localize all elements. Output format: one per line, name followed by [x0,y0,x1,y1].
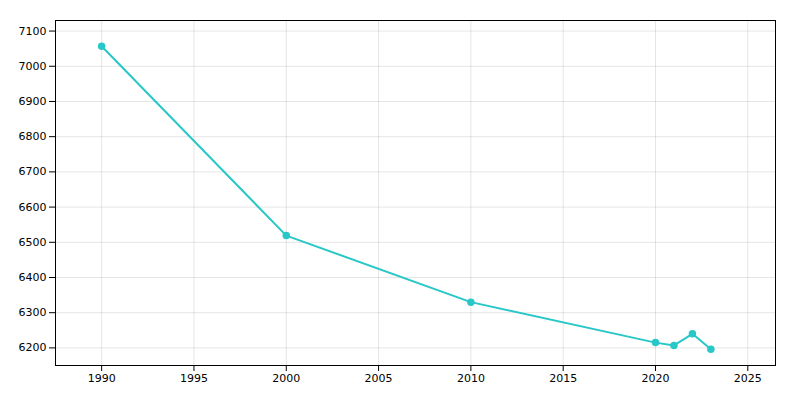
svg-text:6900: 6900 [19,95,47,108]
svg-text:2025: 2025 [734,372,762,385]
svg-text:7100: 7100 [19,25,47,38]
svg-text:6400: 6400 [19,271,47,284]
svg-text:1995: 1995 [180,372,208,385]
svg-text:6500: 6500 [19,236,47,249]
svg-text:2000: 2000 [272,372,300,385]
svg-text:2010: 2010 [457,372,485,385]
svg-text:6600: 6600 [19,201,47,214]
svg-text:2015: 2015 [549,372,577,385]
svg-text:1990: 1990 [88,372,116,385]
svg-text:7000: 7000 [19,60,47,73]
svg-text:6700: 6700 [19,165,47,178]
svg-text:2005: 2005 [365,372,393,385]
svg-text:6200: 6200 [19,341,47,354]
svg-text:6300: 6300 [19,306,47,319]
svg-text:2020: 2020 [642,372,670,385]
svg-text:6800: 6800 [19,130,47,143]
